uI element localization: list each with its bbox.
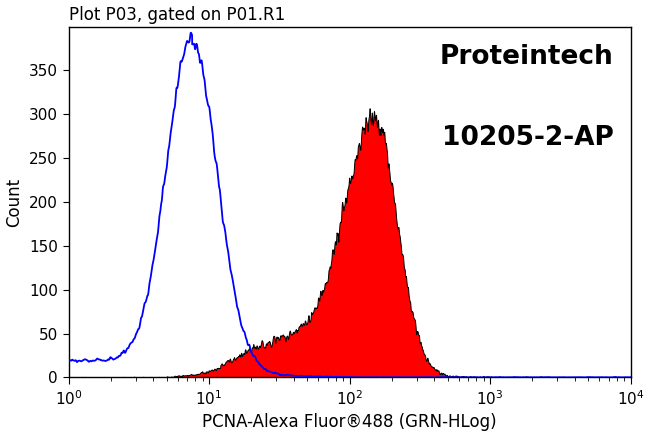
Text: Plot P03, gated on P01.R1: Plot P03, gated on P01.R1 [68, 6, 285, 24]
Y-axis label: Count: Count [6, 177, 23, 226]
Text: 10205-2-AP: 10205-2-AP [442, 125, 614, 151]
Text: Proteintech: Proteintech [440, 44, 614, 70]
X-axis label: PCNA-Alexa Fluor®488 (GRN-HLog): PCNA-Alexa Fluor®488 (GRN-HLog) [202, 413, 497, 431]
